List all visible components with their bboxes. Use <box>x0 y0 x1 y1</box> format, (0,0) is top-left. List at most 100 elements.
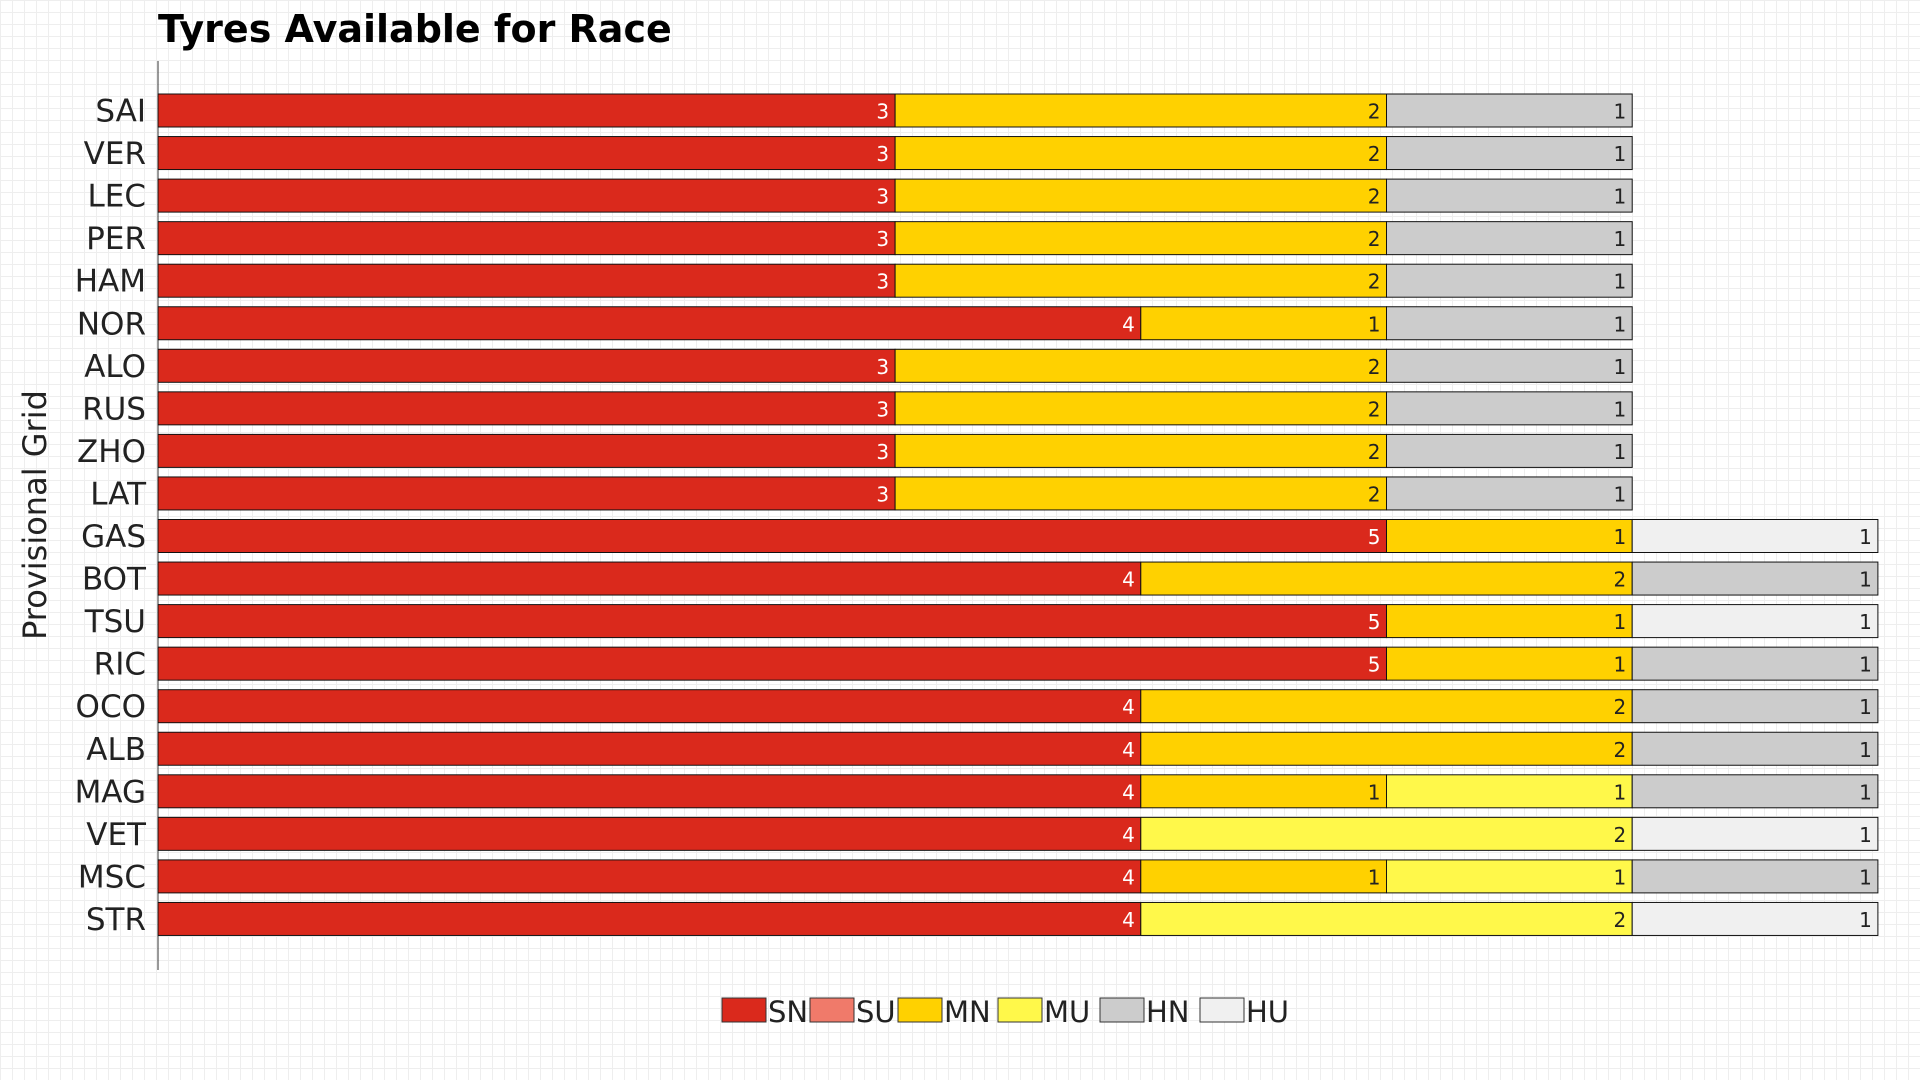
data-label: 4 <box>1122 312 1135 336</box>
y-tick-label: LAT <box>90 476 147 512</box>
y-tick-label: PER <box>86 221 146 257</box>
data-label: 2 <box>1368 440 1381 464</box>
bar-segment-HN <box>1631 689 1879 724</box>
legend-swatch-SU <box>809 997 855 1023</box>
bar-segment-HN <box>1631 774 1879 809</box>
bar-segment-SN <box>157 178 896 213</box>
data-label: 1 <box>1613 397 1626 421</box>
y-tick-label: VET <box>86 817 147 853</box>
data-label: 2 <box>1368 142 1381 166</box>
bar-segment-SN <box>157 561 1142 596</box>
bar-segment-MU <box>1386 774 1633 809</box>
bar-segment-MN <box>894 178 1387 213</box>
bar-segment-SN <box>157 391 896 426</box>
data-label: 2 <box>1368 482 1381 506</box>
legend-label: HN <box>1146 995 1190 1029</box>
bar-segment-MN <box>1140 306 1388 341</box>
data-label: 3 <box>876 355 889 379</box>
data-label: 1 <box>1368 312 1381 336</box>
y-tick-label: ALB <box>86 732 146 768</box>
y-tick-label: HAM <box>75 264 146 300</box>
bar-segment-MN <box>894 136 1387 171</box>
y-axis-label: Provisional Grid <box>16 390 54 640</box>
data-label: 2 <box>1368 227 1381 251</box>
data-label: 2 <box>1368 397 1381 421</box>
bar-segment-HN <box>1386 391 1633 426</box>
bar-segment-MN <box>894 348 1387 383</box>
bar-segment-MN <box>894 263 1387 298</box>
data-label: 1 <box>1613 865 1626 889</box>
data-label: 1 <box>1859 908 1872 932</box>
bar-segment-MN <box>1386 646 1633 681</box>
data-label: 2 <box>1368 270 1381 294</box>
data-label: 4 <box>1122 908 1135 932</box>
bar-segment-HU <box>1631 519 1879 553</box>
bar-segment-SN <box>157 816 1142 851</box>
data-label: 4 <box>1122 568 1135 592</box>
bar-segment-MU <box>1140 816 1633 851</box>
data-label: 1 <box>1613 440 1626 464</box>
bar-segment-SN <box>157 901 1142 936</box>
bar-segment-SN <box>157 306 1142 341</box>
data-label: 4 <box>1122 865 1135 889</box>
legend-swatch-MU <box>997 997 1043 1023</box>
bar-segment-SN <box>157 731 1142 766</box>
data-label: 2 <box>1368 355 1381 379</box>
bar-segment-MN <box>894 391 1387 426</box>
data-label: 1 <box>1613 780 1626 804</box>
data-label: 1 <box>1613 355 1626 379</box>
bar-segment-SN <box>157 774 1142 809</box>
bar-segment-SN <box>157 859 1142 894</box>
data-label: 1 <box>1859 823 1872 847</box>
y-tick-label: STR <box>86 902 146 938</box>
y-tick-label: MSC <box>78 859 146 895</box>
bar-segment-HN <box>1631 731 1879 766</box>
data-label: 2 <box>1613 908 1626 932</box>
y-tick-label: MAG <box>75 774 146 810</box>
bar-segment-HN <box>1631 859 1879 894</box>
y-tick-label: GAS <box>81 519 146 555</box>
data-label: 2 <box>1613 695 1626 719</box>
data-label: 1 <box>1859 653 1872 677</box>
data-label: 3 <box>876 397 889 421</box>
data-label: 1 <box>1859 610 1872 634</box>
data-label: 3 <box>876 482 889 506</box>
y-tick-label: BOT <box>82 562 147 598</box>
bar-segment-HN <box>1386 221 1633 256</box>
bar-segment-SN <box>157 221 896 256</box>
bar-segment-SN <box>157 93 896 128</box>
bar-segment-SN <box>157 476 896 511</box>
data-label: 1 <box>1613 270 1626 294</box>
data-label: 4 <box>1122 695 1135 719</box>
bar-segment-MN <box>1386 519 1633 553</box>
data-label: 4 <box>1122 780 1135 804</box>
bar-segment-HN <box>1386 178 1633 213</box>
data-label: 5 <box>1368 653 1381 677</box>
data-label: 3 <box>876 227 889 251</box>
legend-swatch-HN <box>1099 997 1145 1023</box>
bar-segment-MN <box>1140 774 1388 809</box>
data-label: 3 <box>876 270 889 294</box>
data-label: 3 <box>876 100 889 124</box>
data-label: 1 <box>1859 525 1872 549</box>
bar-segment-MN <box>894 221 1387 256</box>
bar-segment-HN <box>1631 561 1879 596</box>
bar-segment-HN <box>1386 136 1633 171</box>
data-label: 1 <box>1859 865 1872 889</box>
bar-segment-HU <box>1631 901 1879 936</box>
data-label: 1 <box>1859 738 1872 762</box>
y-tick-label: ZHO <box>77 434 146 470</box>
bar-segment-MN <box>894 93 1387 128</box>
bar-segment-HN <box>1386 433 1633 468</box>
y-tick-label: SAI <box>95 94 146 130</box>
bar-segment-HN <box>1386 306 1633 341</box>
bar-segment-SN <box>157 689 1142 724</box>
bar-segment-SN <box>157 263 896 298</box>
data-label: 1 <box>1613 653 1626 677</box>
y-tick-label: NOR <box>77 306 146 342</box>
legend-swatch-MN <box>897 997 943 1023</box>
data-label: 5 <box>1368 525 1381 549</box>
data-label: 1 <box>1613 142 1626 166</box>
legend-swatch-SN <box>721 997 767 1023</box>
data-label: 2 <box>1613 823 1626 847</box>
